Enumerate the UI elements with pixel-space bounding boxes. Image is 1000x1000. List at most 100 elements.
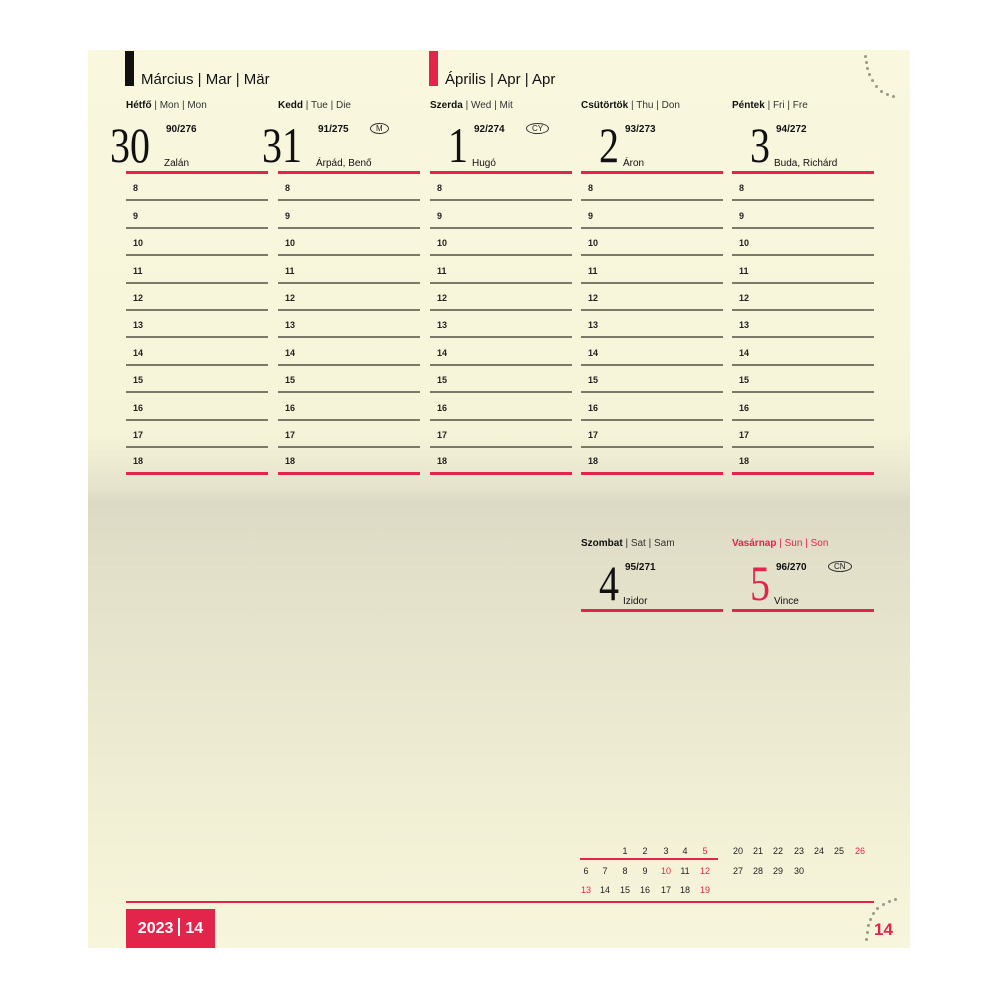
hour-label: 17: [739, 429, 750, 440]
mini-calendar-day[interactable]: 3: [663, 846, 669, 856]
hour-slot[interactable]: 15: [732, 366, 874, 394]
hour-slot[interactable]: 8: [126, 174, 268, 202]
hour-slot[interactable]: 8: [278, 174, 420, 202]
hour-slot[interactable]: 9: [430, 201, 572, 229]
hour-slot[interactable]: 8: [732, 174, 874, 202]
mini-calendar-day[interactable]: 21: [752, 846, 763, 856]
hour-slot[interactable]: 10: [581, 229, 723, 257]
dot-decoration-icon: [882, 903, 885, 906]
mini-calendar-day[interactable]: 11: [680, 865, 690, 876]
hour-slot[interactable]: 8: [581, 174, 723, 202]
day-header: Szombat | Sat | Sam: [581, 538, 675, 549]
hour-slot[interactable]: 17: [126, 421, 268, 448]
hour-slot[interactable]: 12: [581, 284, 723, 311]
mini-calendar-day[interactable]: 1: [622, 846, 628, 856]
hour-slot[interactable]: 15: [430, 366, 572, 394]
hour-label: 10: [739, 238, 750, 249]
hour-slot[interactable]: 14: [430, 338, 572, 366]
hour-label: 9: [739, 210, 745, 221]
mini-calendar-day[interactable]: 24: [813, 846, 824, 856]
hour-slot[interactable]: 17: [278, 421, 420, 448]
name-day: Áron: [623, 158, 645, 169]
hour-slot[interactable]: 12: [126, 284, 268, 311]
mini-calendar-day[interactable]: 20: [732, 846, 743, 856]
hour-slot[interactable]: 13: [732, 311, 874, 339]
hour-slot[interactable]: 13: [278, 311, 420, 339]
hour-slot[interactable]: 9: [732, 201, 874, 229]
hour-slot[interactable]: 13: [581, 311, 723, 339]
hour-slot[interactable]: 10: [732, 229, 874, 257]
hour-slot[interactable]: 16: [278, 393, 420, 421]
hour-slot[interactable]: 8: [430, 174, 572, 202]
hour-slot[interactable]: 10: [278, 229, 420, 257]
mini-calendar-day[interactable]: 16: [639, 885, 650, 895]
week-number: 14: [185, 920, 204, 937]
dot-decoration-icon: [872, 912, 875, 915]
hour-label: 18: [588, 456, 599, 467]
mini-calendar-day[interactable]: 25: [833, 846, 844, 856]
hour-slot[interactable]: 15: [126, 366, 268, 394]
hour-slot[interactable]: 11: [581, 256, 723, 284]
mini-calendar-day[interactable]: 23: [793, 846, 804, 856]
hour-slot[interactable]: 10: [430, 229, 572, 257]
hour-slot[interactable]: 9: [581, 201, 723, 229]
hour-slot[interactable]: 11: [278, 256, 420, 284]
mini-calendar-day[interactable]: 30: [793, 865, 804, 876]
mini-calendar-day[interactable]: 29: [772, 865, 783, 876]
mini-calendar-day[interactable]: 10: [660, 865, 671, 876]
hour-slot[interactable]: 16: [581, 393, 723, 421]
hour-slot[interactable]: 16: [732, 393, 874, 421]
hour-slot[interactable]: 12: [278, 284, 420, 311]
day-header: Kedd | Tue | Die: [278, 100, 351, 111]
hour-slot[interactable]: 17: [732, 421, 874, 448]
hour-slot[interactable]: 9: [278, 201, 420, 229]
hour-slot[interactable]: 14: [581, 338, 723, 366]
mini-calendar-day[interactable]: 7: [602, 865, 608, 876]
hour-slot[interactable]: 17: [581, 421, 723, 448]
mini-calendar-day[interactable]: 14: [599, 885, 610, 895]
hour-slot[interactable]: 14: [126, 338, 268, 366]
mini-calendar-day[interactable]: 4: [682, 846, 688, 856]
mini-calendar-day[interactable]: 8: [622, 865, 628, 876]
hour-slot[interactable]: 13: [126, 311, 268, 339]
hour-slot[interactable]: 11: [430, 256, 572, 284]
mini-calendar-day[interactable]: 19: [699, 885, 710, 895]
month-bar-icon: [429, 51, 438, 86]
hour-slot[interactable]: 16: [126, 393, 268, 421]
mini-calendar-day[interactable]: 18: [679, 885, 690, 895]
hour-slot[interactable]: 18: [430, 448, 572, 476]
mini-calendar-day[interactable]: 28: [752, 865, 763, 876]
hour-slot[interactable]: 17: [430, 421, 572, 448]
day-column-5: Szombat | Sat | Sam 4 95/271 Izidor: [581, 538, 723, 618]
day-of-year: 93/273: [625, 124, 656, 135]
hour-slot[interactable]: 18: [126, 448, 268, 476]
hour-slot[interactable]: 14: [278, 338, 420, 366]
mini-calendar-day[interactable]: 12: [699, 865, 710, 876]
mini-calendar-day[interactable]: 27: [732, 865, 743, 876]
hour-slot[interactable]: 11: [732, 256, 874, 284]
hour-slot[interactable]: 12: [430, 284, 572, 311]
hour-slot[interactable]: 13: [430, 311, 572, 339]
mini-calendar-day[interactable]: 22: [772, 846, 783, 856]
name-day: Zalán: [164, 158, 190, 169]
hour-slot[interactable]: 14: [732, 338, 874, 366]
hour-slot[interactable]: 18: [278, 448, 420, 476]
mini-calendar-day[interactable]: 13: [580, 885, 591, 895]
hour-slot[interactable]: 12: [732, 284, 874, 311]
mini-calendar-day[interactable]: 15: [619, 885, 630, 895]
hour-slot[interactable]: 18: [581, 448, 723, 476]
mini-calendar-day[interactable]: 9: [642, 865, 648, 876]
mini-calendar-day[interactable]: 5: [702, 846, 708, 856]
hour-slot[interactable]: 16: [430, 393, 572, 421]
hour-slot[interactable]: 10: [126, 229, 268, 257]
hour-slot[interactable]: 15: [581, 366, 723, 394]
hour-slot[interactable]: 18: [732, 448, 874, 476]
hour-slot[interactable]: 15: [278, 366, 420, 394]
mini-calendar-day[interactable]: 17: [660, 885, 671, 895]
mini-calendar-day[interactable]: 2: [642, 846, 648, 856]
hour-slot[interactable]: 11: [126, 256, 268, 284]
mini-calendar-day[interactable]: 6: [583, 865, 589, 876]
hour-slot[interactable]: 9: [126, 201, 268, 229]
dot-decoration-icon: [876, 907, 879, 910]
mini-calendar-day[interactable]: 26: [854, 846, 865, 856]
